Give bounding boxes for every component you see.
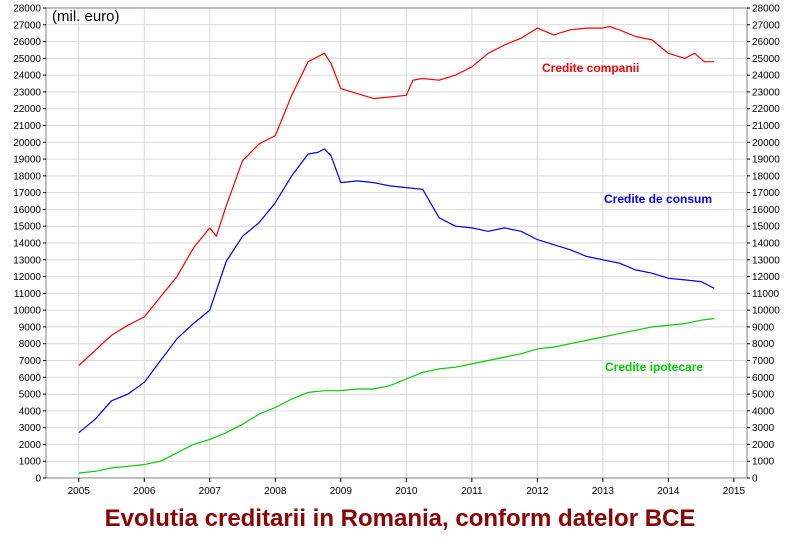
x-tick-label: 2012 bbox=[526, 486, 549, 497]
y-tick-label-right: 24000 bbox=[752, 71, 780, 82]
series-label-credite-ipotecare: Credite ipotecare bbox=[605, 360, 703, 374]
y-tick-label-left: 11000 bbox=[14, 289, 42, 300]
x-tick-label: 2010 bbox=[395, 486, 418, 497]
series-labels: Credite companii Credite de consum Credite… bbox=[542, 61, 712, 374]
y-tick-label-left: 7000 bbox=[19, 356, 42, 367]
y-tick-label-right: 4000 bbox=[752, 406, 775, 417]
y-tick-label-left: 8000 bbox=[19, 339, 42, 350]
y-tick-label-right: 16000 bbox=[752, 205, 780, 216]
y-tick-label-right: 13000 bbox=[752, 255, 780, 266]
y-tick-label-left: 16000 bbox=[13, 205, 41, 216]
y-tick-label-right: 25000 bbox=[752, 54, 780, 65]
y-tick-label-right: 11000 bbox=[752, 289, 780, 300]
y-tick-label-left: 21000 bbox=[13, 121, 41, 132]
y-tick-label-left: 18000 bbox=[13, 171, 41, 182]
x-tick-label: 2015 bbox=[723, 486, 746, 497]
y-tick-label-left: 14000 bbox=[13, 239, 41, 250]
y-tick-label-left: 26000 bbox=[13, 37, 41, 48]
series-lines bbox=[78, 25, 715, 474]
y-tick-label-left: 1000 bbox=[19, 457, 42, 468]
x-tick-label: 2006 bbox=[133, 486, 156, 497]
y-tick-label-right: 12000 bbox=[752, 272, 780, 283]
y-tick-label-left: 19000 bbox=[13, 155, 41, 166]
y-tick-label-right: 27000 bbox=[752, 20, 780, 31]
y-tick-label-right: 14000 bbox=[752, 239, 780, 250]
y-tick-label-left: 13000 bbox=[13, 255, 41, 266]
y-tick-label-left: 0 bbox=[35, 474, 41, 485]
grid-lines bbox=[46, 7, 747, 479]
x-tick-label: 2008 bbox=[264, 486, 287, 497]
y-tick-label-left: 23000 bbox=[13, 87, 41, 98]
y-tick-label-right: 20000 bbox=[752, 138, 780, 149]
y-axis-left: 0 1000 2000 3000 4000 5000 6000 7000 8000 9000 100… bbox=[13, 4, 46, 485]
y-tick-label-right: 9000 bbox=[752, 322, 775, 333]
line-chart: 0 1000 2000 3000 4000 5000 6000 7000 8000 9000 100… bbox=[13, 4, 780, 498]
y-tick-label-right: 17000 bbox=[752, 188, 780, 199]
y-tick-label-left: 9000 bbox=[19, 322, 42, 333]
y-tick-label-right: 19000 bbox=[752, 155, 780, 166]
y-tick-label-left: 20000 bbox=[13, 138, 41, 149]
y-tick-label-right: 18000 bbox=[752, 171, 780, 182]
y-tick-label-right: 8000 bbox=[752, 339, 775, 350]
x-tick-label: 2007 bbox=[199, 486, 222, 497]
y-tick-label-left: 12000 bbox=[13, 272, 41, 283]
y-tick-label-right: 7000 bbox=[752, 356, 775, 367]
y-axis-right: 0 1000 2000 3000 4000 5000 6000 7000 8000 9000 100… bbox=[747, 4, 780, 485]
chart-caption: Evolutia creditarii in Romania, conform … bbox=[104, 505, 696, 532]
x-axis: 2005 2006 2007 2008 2009 2010 2011 2012 2013 2014… bbox=[68, 478, 746, 497]
x-tick-label: 2005 bbox=[68, 486, 91, 497]
series-line-credite-companii bbox=[78, 25, 715, 366]
series-label-credite-de-consum: Credite de consum bbox=[604, 192, 712, 206]
x-tick-label: 2013 bbox=[592, 486, 615, 497]
y-tick-label-left: 28000 bbox=[13, 4, 41, 15]
y-tick-label-left: 22000 bbox=[13, 104, 41, 115]
y-tick-label-left: 15000 bbox=[13, 222, 41, 233]
y-tick-label-left: 3000 bbox=[19, 423, 42, 434]
y-tick-label-right: 0 bbox=[752, 474, 758, 485]
series-label-credite-companii: Credite companii bbox=[542, 61, 639, 75]
y-tick-label-left: 5000 bbox=[19, 390, 42, 401]
y-tick-label-right: 15000 bbox=[752, 222, 780, 233]
y-tick-label-left: 6000 bbox=[19, 373, 42, 384]
y-tick-label-left: 25000 bbox=[13, 54, 41, 65]
y-tick-label-right: 23000 bbox=[752, 87, 780, 98]
y-tick-label-left: 4000 bbox=[19, 406, 42, 417]
y-tick-label-right: 2000 bbox=[752, 440, 775, 451]
y-tick-label-right: 21000 bbox=[752, 121, 780, 132]
y-tick-label-right: 28000 bbox=[752, 4, 780, 15]
y-tick-label-right: 1000 bbox=[752, 457, 775, 468]
x-tick-label: 2011 bbox=[461, 486, 483, 497]
x-tick-label: 2014 bbox=[657, 486, 680, 497]
y-tick-label-left: 10000 bbox=[13, 306, 41, 317]
y-tick-label-right: 26000 bbox=[752, 37, 780, 48]
y-tick-label-right: 5000 bbox=[752, 390, 775, 401]
y-tick-label-left: 27000 bbox=[13, 20, 41, 31]
y-tick-label-right: 22000 bbox=[752, 104, 780, 115]
series-line-credite-de-consum bbox=[78, 148, 715, 434]
y-tick-label-right: 6000 bbox=[752, 373, 775, 384]
y-tick-label-left: 2000 bbox=[19, 440, 42, 451]
y-tick-label-right: 3000 bbox=[752, 423, 775, 434]
unit-label: (mil. euro) bbox=[52, 8, 120, 25]
x-tick-label: 2009 bbox=[330, 486, 353, 497]
series-line-credite-ipotecare bbox=[78, 317, 715, 474]
y-tick-label-left: 17000 bbox=[13, 188, 41, 199]
y-tick-label-left: 24000 bbox=[13, 71, 41, 82]
y-tick-label-right: 10000 bbox=[752, 306, 780, 317]
